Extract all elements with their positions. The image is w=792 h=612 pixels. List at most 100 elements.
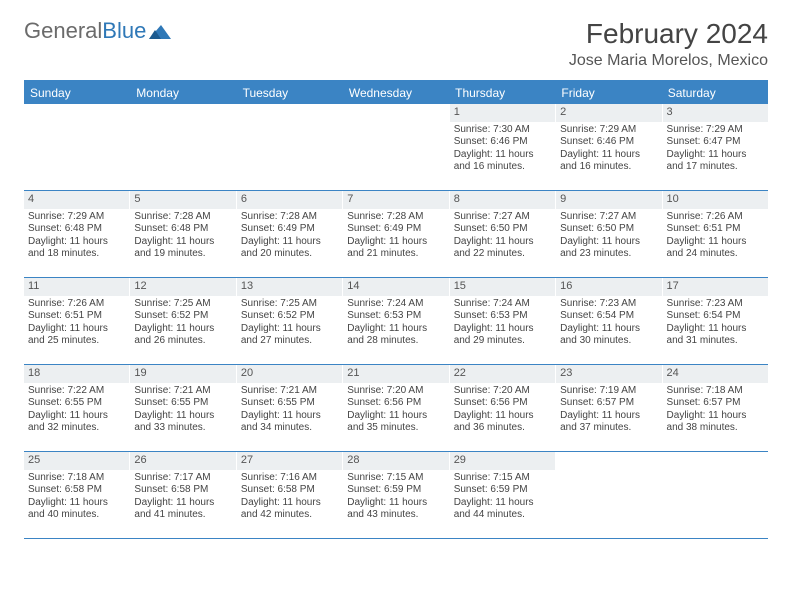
day-cell: 26 Sunrise: 7:17 AMSunset: 6:58 PMDayligh… bbox=[129, 452, 235, 538]
daylight-text: Daylight: 11 hours and 28 minutes. bbox=[347, 323, 444, 348]
day-number: 5 bbox=[130, 191, 235, 209]
sunrise-text: Sunrise: 7:29 AM bbox=[667, 124, 764, 137]
sunset-text: Sunset: 6:48 PM bbox=[134, 223, 231, 236]
day-body: Sunrise: 7:25 AMSunset: 6:52 PMDaylight:… bbox=[130, 298, 235, 352]
day-header: Wednesday bbox=[343, 82, 449, 104]
daylight-text: Daylight: 11 hours and 29 minutes. bbox=[454, 323, 551, 348]
day-body: Sunrise: 7:17 AMSunset: 6:58 PMDaylight:… bbox=[130, 472, 235, 526]
daylight-text: Daylight: 11 hours and 34 minutes. bbox=[241, 410, 338, 435]
sunset-text: Sunset: 6:55 PM bbox=[134, 397, 231, 410]
day-cell: 9Sunrise: 7:27 AMSunset: 6:50 PMDaylight… bbox=[555, 191, 661, 277]
sunset-text: Sunset: 6:56 PM bbox=[454, 397, 551, 410]
day-body: Sunrise: 7:22 AMSunset: 6:55 PMDaylight:… bbox=[24, 385, 129, 439]
day-number: 24 bbox=[663, 365, 768, 383]
daylight-text: Daylight: 11 hours and 26 minutes. bbox=[134, 323, 231, 348]
sunrise-text: Sunrise: 7:27 AM bbox=[454, 211, 551, 224]
daylight-text: Daylight: 11 hours and 27 minutes. bbox=[241, 323, 338, 348]
day-cell: 19Sunrise: 7:21 AMSunset: 6:55 PMDayligh… bbox=[129, 365, 235, 451]
sunrise-text: Sunrise: 7:20 AM bbox=[454, 385, 551, 398]
day-number: 7 bbox=[343, 191, 448, 209]
daylight-text: Daylight: 11 hours and 20 minutes. bbox=[241, 236, 338, 261]
daylight-text: Daylight: 11 hours and 40 minutes. bbox=[28, 497, 125, 522]
calendar: Sunday Monday Tuesday Wednesday Thursday… bbox=[24, 80, 768, 539]
day-cell: 13 Sunrise: 7:25 AMSunset: 6:52 PMDayligh… bbox=[236, 278, 342, 364]
day-body: Sunrise: 7:29 AMSunset: 6:46 PMDaylight:… bbox=[556, 124, 661, 178]
sunrise-text: Sunrise: 7:22 AM bbox=[28, 385, 125, 398]
day-cell: 22Sunrise: 7:20 AMSunset: 6:56 PMDayligh… bbox=[449, 365, 555, 451]
daylight-text: Daylight: 11 hours and 41 minutes. bbox=[134, 497, 231, 522]
day-number: 16 bbox=[556, 278, 661, 296]
sunrise-text: Sunrise: 7:29 AM bbox=[28, 211, 125, 224]
sunset-text: Sunset: 6:47 PM bbox=[667, 136, 764, 149]
day-number: 22 bbox=[450, 365, 555, 383]
logo-triangle-icon bbox=[149, 23, 171, 39]
day-number: 26 bbox=[130, 452, 235, 470]
day-body: Sunrise: 7:28 AMSunset: 6:48 PMDaylight:… bbox=[130, 211, 235, 265]
day-body: Sunrise: 7:20 AMSunset: 6:56 PMDaylight:… bbox=[343, 385, 448, 439]
day-header: Saturday bbox=[662, 82, 768, 104]
sunset-text: Sunset: 6:46 PM bbox=[560, 136, 657, 149]
day-number: 23 bbox=[556, 365, 661, 383]
day-body: Sunrise: 7:18 AMSunset: 6:57 PMDaylight:… bbox=[663, 385, 768, 439]
sunrise-text: Sunrise: 7:28 AM bbox=[347, 211, 444, 224]
sunset-text: Sunset: 6:52 PM bbox=[241, 310, 338, 323]
day-body: Sunrise: 7:24 AMSunset: 6:53 PMDaylight:… bbox=[450, 298, 555, 352]
day-body: Sunrise: 7:29 AMSunset: 6:48 PMDaylight:… bbox=[24, 211, 129, 265]
day-body: Sunrise: 7:27 AMSunset: 6:50 PMDaylight:… bbox=[450, 211, 555, 265]
sunset-text: Sunset: 6:49 PM bbox=[241, 223, 338, 236]
day-number: 28 bbox=[343, 452, 448, 470]
sunset-text: Sunset: 6:56 PM bbox=[347, 397, 444, 410]
daylight-text: Daylight: 11 hours and 16 minutes. bbox=[454, 149, 551, 174]
day-cell bbox=[24, 104, 129, 190]
sunrise-text: Sunrise: 7:29 AM bbox=[560, 124, 657, 137]
daylight-text: Daylight: 11 hours and 35 minutes. bbox=[347, 410, 444, 435]
day-number: 8 bbox=[450, 191, 555, 209]
day-number: 20 bbox=[237, 365, 342, 383]
daylight-text: Daylight: 11 hours and 19 minutes. bbox=[134, 236, 231, 261]
day-number: 4 bbox=[24, 191, 129, 209]
daylight-text: Daylight: 11 hours and 24 minutes. bbox=[667, 236, 764, 261]
logo: GeneralBlue bbox=[24, 18, 171, 44]
sunrise-text: Sunrise: 7:20 AM bbox=[347, 385, 444, 398]
day-number: 9 bbox=[556, 191, 661, 209]
day-header-row: Sunday Monday Tuesday Wednesday Thursday… bbox=[24, 82, 768, 104]
day-cell: 20 Sunrise: 7:21 AMSunset: 6:55 PMDayligh… bbox=[236, 365, 342, 451]
daylight-text: Daylight: 11 hours and 22 minutes. bbox=[454, 236, 551, 261]
sunrise-text: Sunrise: 7:26 AM bbox=[28, 298, 125, 311]
day-cell bbox=[236, 104, 342, 190]
week-row: 1Sunrise: 7:30 AMSunset: 6:46 PMDaylight… bbox=[24, 104, 768, 191]
day-header: Thursday bbox=[449, 82, 555, 104]
sunset-text: Sunset: 6:52 PM bbox=[134, 310, 231, 323]
sunrise-text: Sunrise: 7:25 AM bbox=[241, 298, 338, 311]
day-number: 17 bbox=[663, 278, 768, 296]
day-body: Sunrise: 7:18 AMSunset: 6:58 PMDaylight:… bbox=[24, 472, 129, 526]
daylight-text: Daylight: 11 hours and 37 minutes. bbox=[560, 410, 657, 435]
sunset-text: Sunset: 6:46 PM bbox=[454, 136, 551, 149]
day-cell: 3Sunrise: 7:29 AMSunset: 6:47 PMDaylight… bbox=[662, 104, 768, 190]
sunrise-text: Sunrise: 7:25 AM bbox=[134, 298, 231, 311]
day-body: Sunrise: 7:21 AMSunset: 6:55 PMDaylight:… bbox=[237, 385, 342, 439]
daylight-text: Daylight: 11 hours and 18 minutes. bbox=[28, 236, 125, 261]
sunrise-text: Sunrise: 7:21 AM bbox=[134, 385, 231, 398]
logo-text-1: General bbox=[24, 18, 102, 44]
header: GeneralBlue February 2024 Jose Maria Mor… bbox=[24, 18, 768, 70]
day-body: Sunrise: 7:26 AMSunset: 6:51 PMDaylight:… bbox=[663, 211, 768, 265]
daylight-text: Daylight: 11 hours and 23 minutes. bbox=[560, 236, 657, 261]
sunset-text: Sunset: 6:55 PM bbox=[28, 397, 125, 410]
sunset-text: Sunset: 6:50 PM bbox=[560, 223, 657, 236]
sunrise-text: Sunrise: 7:23 AM bbox=[667, 298, 764, 311]
day-number: 14 bbox=[343, 278, 448, 296]
day-number: 18 bbox=[24, 365, 129, 383]
sunset-text: Sunset: 6:53 PM bbox=[347, 310, 444, 323]
day-number: 27 bbox=[237, 452, 342, 470]
day-number: 13 bbox=[237, 278, 342, 296]
daylight-text: Daylight: 11 hours and 43 minutes. bbox=[347, 497, 444, 522]
sunrise-text: Sunrise: 7:30 AM bbox=[454, 124, 551, 137]
day-body: Sunrise: 7:25 AMSunset: 6:52 PMDaylight:… bbox=[237, 298, 342, 352]
month-title: February 2024 bbox=[569, 18, 768, 50]
daylight-text: Daylight: 11 hours and 42 minutes. bbox=[241, 497, 338, 522]
day-cell: 14 Sunrise: 7:24 AMSunset: 6:53 PMDayligh… bbox=[342, 278, 448, 364]
sunset-text: Sunset: 6:53 PM bbox=[454, 310, 551, 323]
day-body: Sunrise: 7:24 AMSunset: 6:53 PMDaylight:… bbox=[343, 298, 448, 352]
day-cell: 12Sunrise: 7:25 AMSunset: 6:52 PMDayligh… bbox=[129, 278, 235, 364]
